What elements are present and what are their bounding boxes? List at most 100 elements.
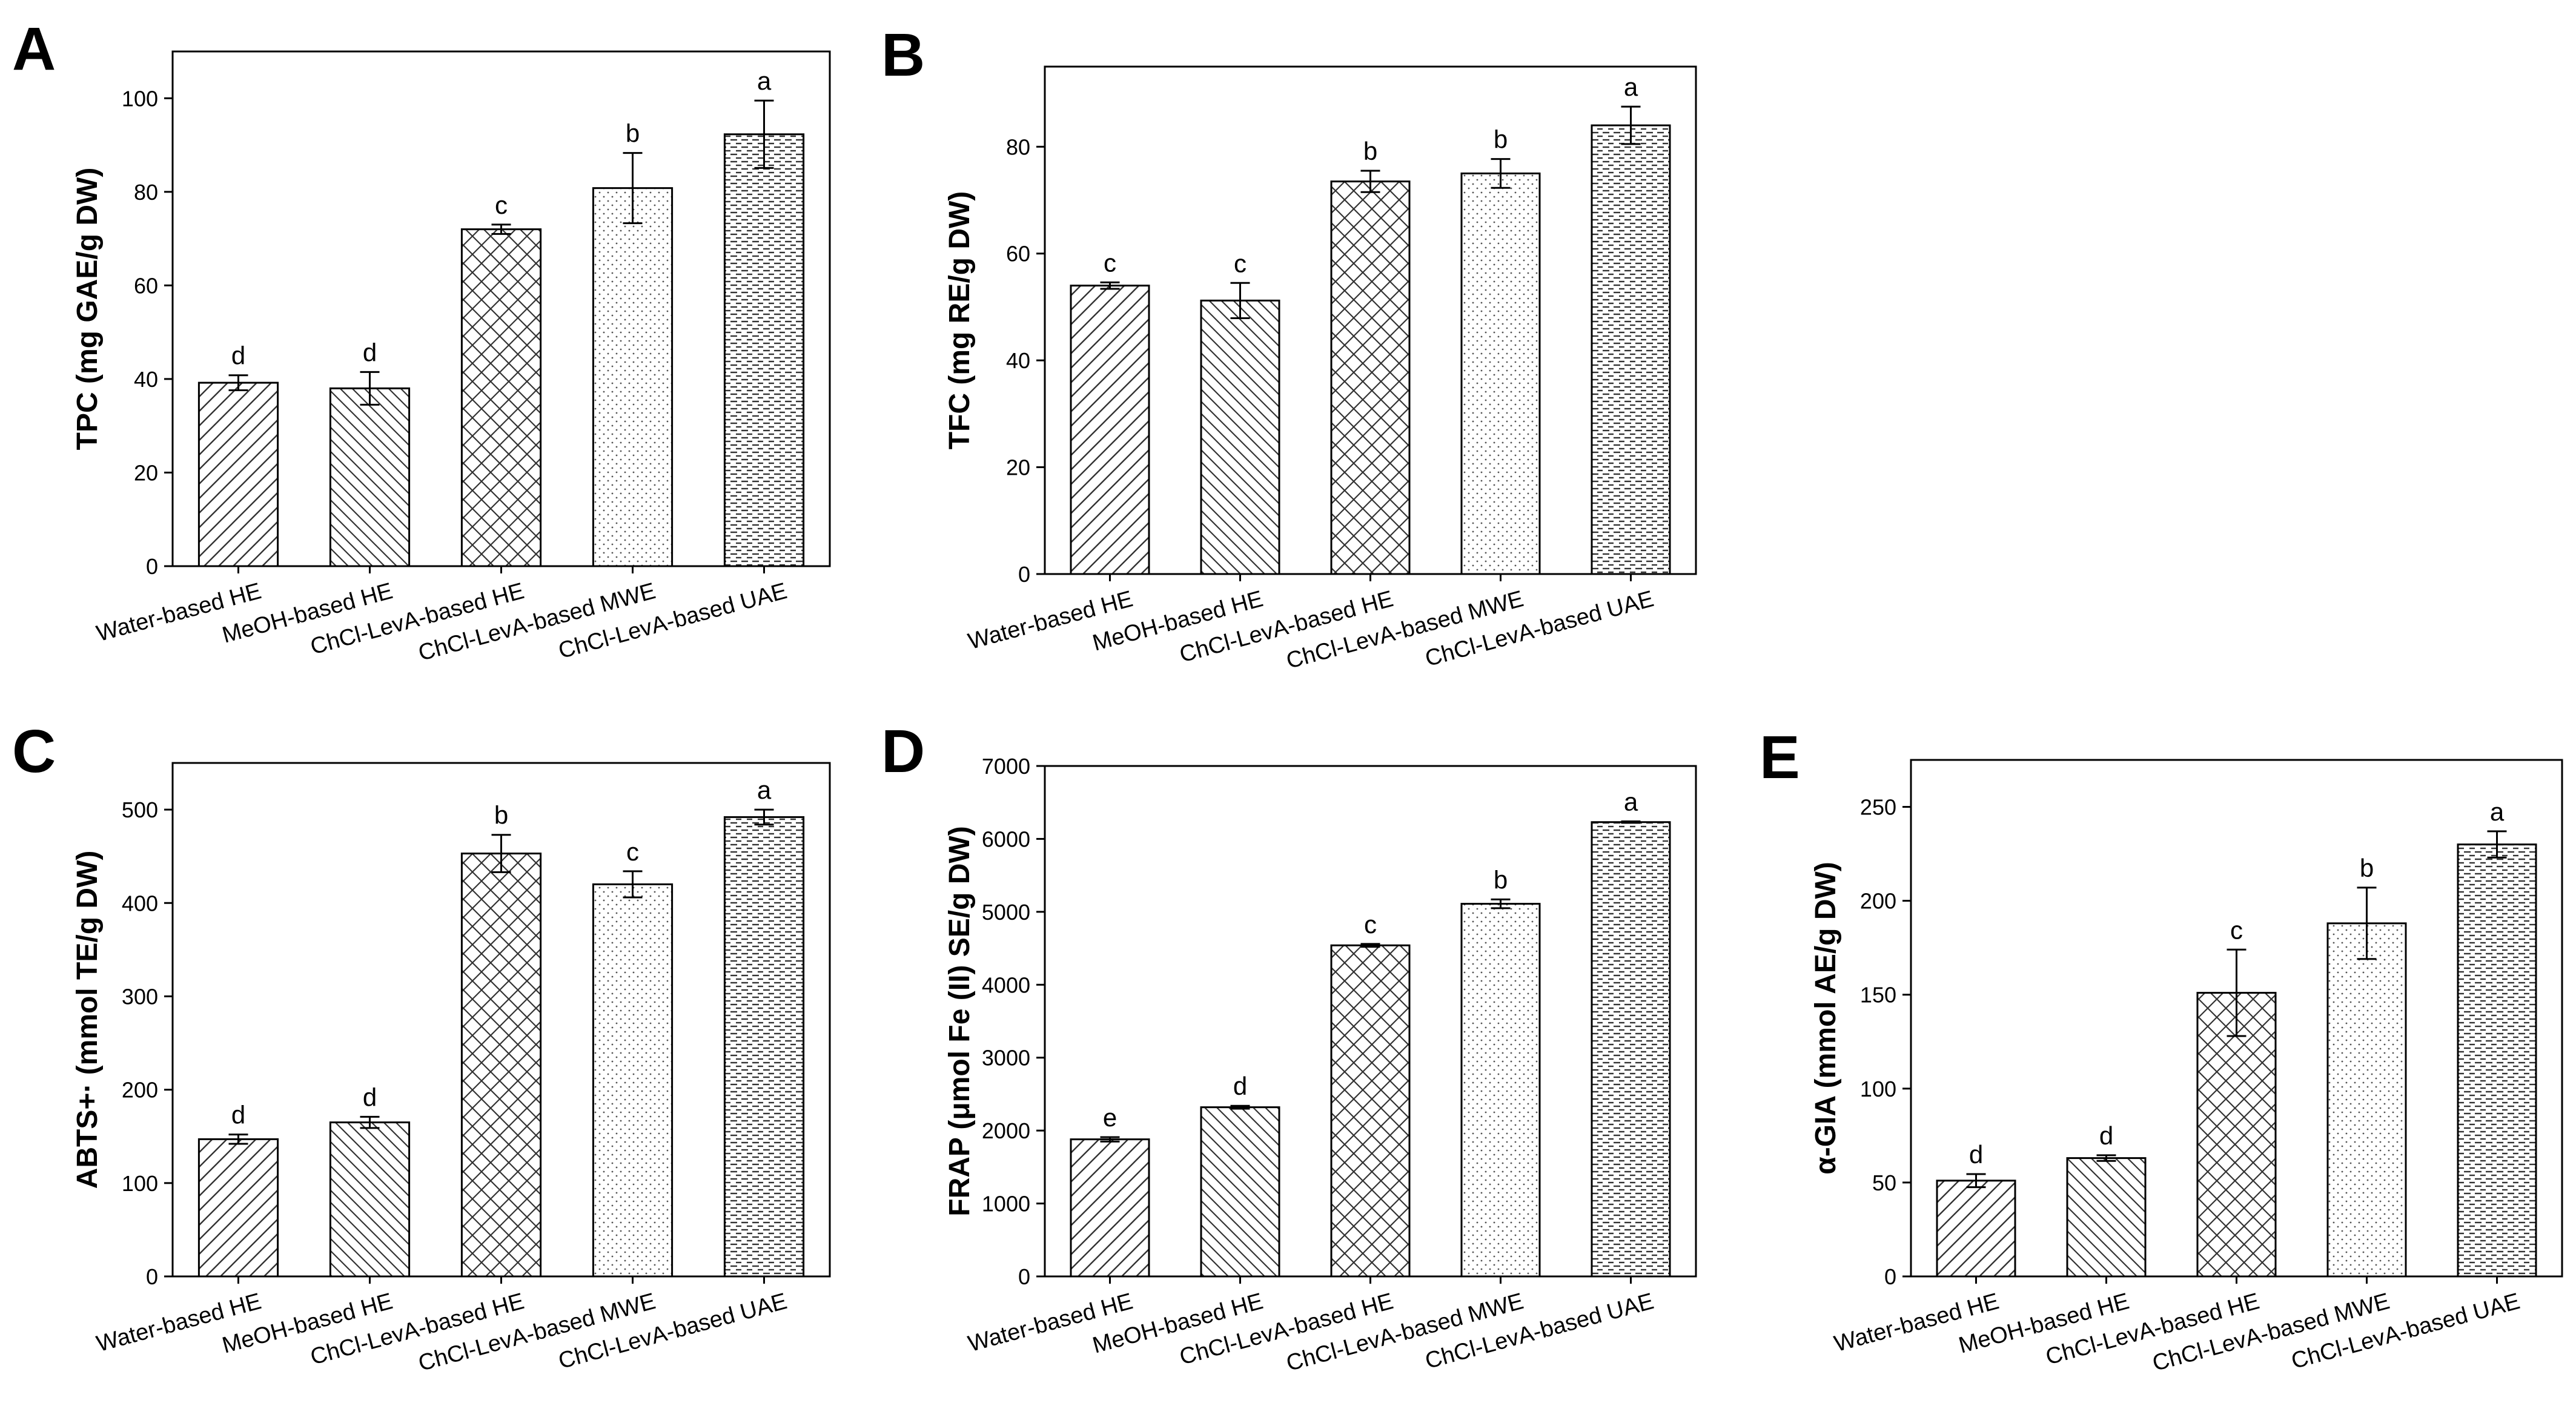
bar bbox=[1200, 299, 1280, 575]
significance-label: e bbox=[1103, 1103, 1117, 1132]
panel-letter-c: C bbox=[12, 718, 56, 785]
significance-label: d bbox=[2099, 1121, 2113, 1150]
y-axis-title: FRAP (μmol Fe (II) SE/g DW) bbox=[944, 826, 976, 1216]
bar bbox=[1460, 903, 1541, 1278]
y-tick-label: 80 bbox=[1006, 134, 1030, 159]
y-tick-label: 300 bbox=[122, 984, 158, 1009]
significance-label: b bbox=[2360, 854, 2374, 882]
significance-label: b bbox=[1363, 137, 1377, 165]
bar bbox=[2196, 992, 2277, 1278]
bar bbox=[329, 1121, 411, 1278]
significance-label: c bbox=[1104, 248, 1116, 277]
panel-d: D01000200030004000500060007000eWater-bas… bbox=[881, 718, 1697, 1376]
bar bbox=[460, 853, 542, 1278]
bar bbox=[460, 228, 542, 567]
bar bbox=[1330, 944, 1411, 1278]
y-tick-label: 150 bbox=[1860, 983, 1896, 1008]
y-tick-label: 400 bbox=[122, 891, 158, 916]
panel-letter-b: B bbox=[881, 21, 925, 89]
bar bbox=[1591, 124, 1671, 575]
significance-label: c bbox=[1234, 249, 1247, 277]
y-tick-label: 2000 bbox=[982, 1118, 1030, 1143]
bar bbox=[1330, 180, 1411, 575]
y-tick-label: 5000 bbox=[982, 900, 1030, 925]
bar bbox=[592, 883, 674, 1278]
plot-frame bbox=[171, 762, 831, 1278]
y-tick-label: 0 bbox=[146, 554, 158, 579]
y-tick-label: 80 bbox=[134, 180, 158, 205]
y-tick-label: 100 bbox=[1860, 1077, 1896, 1101]
y-tick-label: 1000 bbox=[982, 1192, 1030, 1216]
y-tick-label: 200 bbox=[1860, 889, 1896, 914]
bar bbox=[2457, 843, 2537, 1278]
significance-label: d bbox=[1233, 1072, 1247, 1100]
plot-frame bbox=[1044, 765, 1697, 1278]
x-category-label: ChCl-LevA-based UAE bbox=[556, 578, 790, 664]
bar bbox=[1936, 1180, 2016, 1278]
y-tick-label: 40 bbox=[1006, 348, 1030, 373]
y-tick-label: 60 bbox=[1006, 242, 1030, 266]
significance-label: b bbox=[1494, 865, 1508, 894]
significance-label: d bbox=[363, 338, 377, 366]
significance-label: c bbox=[2230, 916, 2243, 944]
bar bbox=[592, 187, 674, 567]
panel-letter-a: A bbox=[12, 15, 56, 83]
y-tick-label: 500 bbox=[122, 797, 158, 822]
y-tick-label: 40 bbox=[134, 367, 158, 392]
bar bbox=[723, 816, 805, 1278]
x-category-label: ChCl-LevA-based UAE bbox=[556, 1289, 790, 1374]
y-tick-label: 50 bbox=[1872, 1170, 1896, 1195]
significance-label: d bbox=[1969, 1140, 1983, 1169]
bar bbox=[197, 381, 279, 567]
y-tick-label: 20 bbox=[1006, 455, 1030, 480]
plot-frame bbox=[171, 50, 831, 567]
significance-label: b bbox=[494, 801, 508, 830]
y-tick-label: 100 bbox=[122, 86, 158, 111]
bar bbox=[1460, 172, 1541, 575]
significance-label: b bbox=[1494, 125, 1508, 154]
bar bbox=[1070, 1138, 1150, 1278]
bar bbox=[1200, 1106, 1280, 1278]
panel-letter-d: D bbox=[881, 718, 925, 785]
y-tick-label: 7000 bbox=[982, 754, 1030, 779]
significance-label: d bbox=[363, 1083, 377, 1111]
y-axis-title: TFC (mg RE/g DW) bbox=[944, 191, 976, 450]
y-tick-label: 100 bbox=[122, 1171, 158, 1196]
y-axis-title: TPC (mg GAE/g DW) bbox=[71, 168, 104, 451]
y-tick-label: 20 bbox=[134, 460, 158, 485]
bar bbox=[1591, 821, 1671, 1278]
y-axis-title: α-GIA (mmol AE/g DW) bbox=[1810, 862, 1842, 1175]
significance-label: b bbox=[626, 119, 640, 148]
bar bbox=[197, 1138, 279, 1278]
significance-label: a bbox=[2490, 797, 2505, 826]
bar bbox=[1070, 285, 1150, 575]
y-tick-label: 200 bbox=[122, 1078, 158, 1103]
significance-label: a bbox=[1624, 73, 1638, 101]
significance-label: d bbox=[231, 1101, 245, 1129]
y-tick-label: 4000 bbox=[982, 972, 1030, 997]
y-tick-label: 6000 bbox=[982, 827, 1030, 851]
significance-label: a bbox=[1624, 788, 1638, 816]
y-tick-label: 0 bbox=[1018, 1264, 1030, 1289]
significance-label: d bbox=[231, 342, 245, 370]
bar bbox=[723, 133, 805, 567]
panel-letter-e: E bbox=[1760, 724, 1800, 791]
bar bbox=[2326, 922, 2407, 1278]
significance-label: c bbox=[626, 837, 639, 866]
plot-frame bbox=[1910, 759, 2563, 1278]
y-axis-title: ABTS+· (mmol TE/g DW) bbox=[71, 851, 104, 1189]
y-tick-label: 60 bbox=[134, 273, 158, 298]
y-tick-label: 0 bbox=[146, 1264, 158, 1289]
y-tick-label: 3000 bbox=[982, 1046, 1030, 1071]
y-tick-label: 0 bbox=[1884, 1264, 1896, 1289]
plot-frame bbox=[1044, 65, 1697, 575]
bar bbox=[2066, 1157, 2147, 1278]
y-tick-label: 0 bbox=[1018, 562, 1030, 587]
significance-label: c bbox=[1364, 910, 1377, 939]
significance-label: c bbox=[495, 191, 508, 219]
